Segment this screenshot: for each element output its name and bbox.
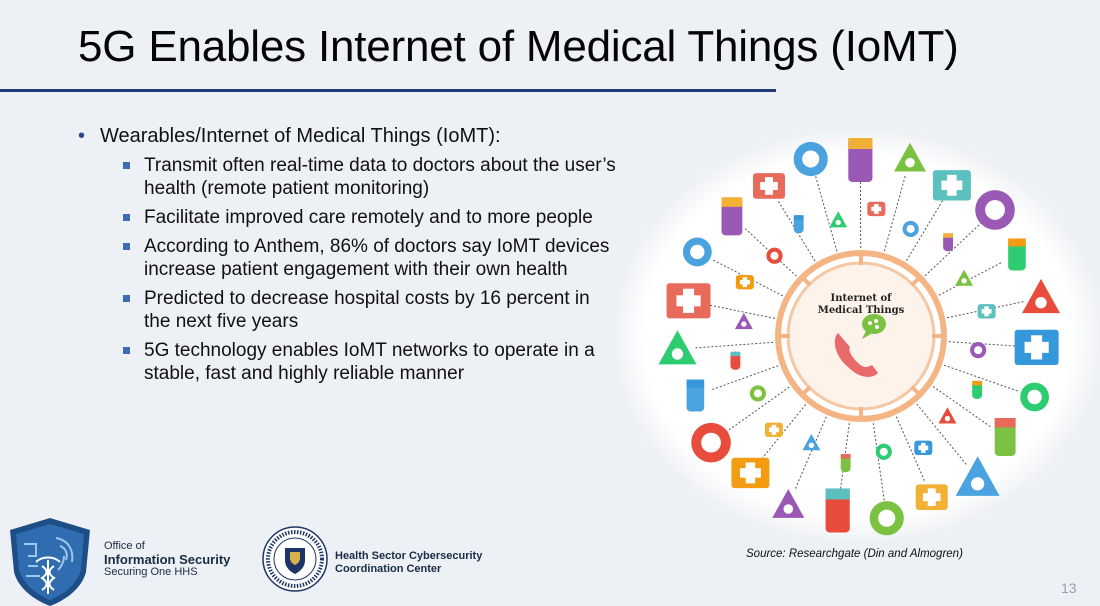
thermometer-icon — [869, 501, 904, 536]
small-device-icon — [802, 434, 821, 451]
iomt-diagram: Internet of Medical Things — [610, 128, 1100, 538]
sub-bullet-text: According to Anthem, 86% of doctors say … — [144, 236, 610, 280]
connector-line — [794, 416, 827, 491]
connector-line — [814, 174, 838, 252]
small-device-icon — [977, 304, 996, 319]
test-tube-icon — [731, 457, 770, 489]
oinfo-line1: Office of — [104, 540, 145, 552]
small-device-icon — [829, 211, 848, 228]
sub-bullet: Facilitate improved care remotely and to… — [122, 206, 618, 229]
sub-bullet-text: Predicted to decrease hospital costs by … — [144, 288, 590, 332]
connector-line — [872, 423, 885, 503]
small-device-icon — [766, 247, 783, 264]
connector-line — [916, 403, 968, 467]
first-aid-kit-icon — [1022, 278, 1061, 314]
connector-line — [938, 261, 1004, 296]
iv-bag-icon — [691, 422, 731, 463]
small-device-icon — [749, 385, 767, 402]
sub-bullet: 5G technology enables IoMT networks to o… — [122, 339, 618, 385]
scissors-icon — [682, 237, 712, 267]
hhs-seal-logo — [262, 526, 328, 592]
small-device-icon — [793, 215, 804, 234]
hhs-shield-logo — [10, 518, 90, 606]
sub-bullet-list: Transmit often real-time data to doctors… — [78, 154, 618, 385]
small-device-icon — [867, 201, 886, 217]
patients-icon — [666, 283, 711, 319]
connector-line — [924, 220, 984, 277]
office-of-information-security: Office of Information Security Securing … — [104, 540, 230, 579]
square-bullet-icon — [123, 162, 130, 169]
chat-bubble-icon — [862, 314, 886, 339]
doctor-icon — [753, 173, 786, 199]
slide-title: 5G Enables Internet of Medical Things (I… — [78, 22, 959, 71]
oinfo-line3: Securing One HHS — [104, 566, 198, 578]
square-bullet-icon — [123, 243, 130, 250]
microscope-icon — [825, 488, 850, 533]
glucose-meter-icon — [932, 170, 971, 201]
square-bullet-icon — [123, 295, 130, 302]
oinfo-line2: Information Security — [104, 552, 231, 567]
center-label-line2: Medical Things — [818, 305, 905, 316]
small-device-icon — [840, 454, 851, 473]
medical-kit-icon — [721, 197, 743, 236]
location-pin-icon — [1020, 382, 1049, 412]
source-citation: Source: Researchgate (Din and Almogren) — [746, 548, 963, 560]
connector-line — [895, 416, 926, 483]
center-label-line1: Internet of — [831, 293, 893, 304]
small-device-icon — [735, 274, 754, 290]
small-device-icon — [764, 422, 783, 438]
ring-gear-notches — [778, 253, 944, 419]
monitor-icon — [915, 484, 948, 510]
small-device-icon — [955, 269, 974, 286]
sub-bullet-text: Facilitate improved care remotely and to… — [144, 207, 593, 228]
small-device-icon — [734, 312, 753, 330]
small-device-icon — [914, 440, 933, 456]
hsc-label: Health Sector Cybersecurity Coordination… — [335, 550, 482, 576]
small-device-icon — [972, 380, 983, 399]
connector-line — [906, 198, 945, 261]
sub-bullet: According to Anthem, 86% of doctors say … — [122, 235, 618, 281]
square-bullet-icon — [123, 347, 130, 354]
stethoscope-icon — [975, 190, 1015, 230]
sub-bullet: Predicted to decrease hospital costs by … — [122, 287, 618, 333]
flask-icon — [686, 379, 705, 412]
sub-bullet-text: 5G technology enables IoMT networks to o… — [144, 340, 595, 384]
page-number: 13 — [1061, 580, 1077, 596]
small-device-icon — [970, 342, 987, 359]
connector-line — [943, 364, 1020, 393]
square-bullet-icon — [123, 214, 130, 221]
blood-pressure-icon — [1008, 238, 1026, 271]
connector-line — [760, 404, 807, 461]
small-device-icon — [902, 220, 919, 238]
small-device-icon — [730, 351, 741, 370]
small-device-icon — [875, 443, 892, 460]
small-device-icon — [943, 233, 954, 252]
sub-bullet-text: Transmit often real-time data to doctors… — [144, 155, 616, 199]
title-divider — [0, 89, 776, 92]
connector-line — [932, 386, 993, 429]
connector-line — [693, 341, 774, 349]
sub-bullet: Transmit often real-time data to doctors… — [122, 154, 618, 200]
ambulance-icon — [1014, 329, 1059, 365]
lab-flask-icon — [893, 142, 926, 172]
smartwatch-icon — [848, 138, 873, 183]
shield-icon — [955, 456, 1000, 496]
device-icons — [658, 138, 1061, 536]
connector-line — [704, 303, 775, 319]
nurse-icon — [658, 330, 697, 365]
gloves-icon — [994, 417, 1016, 456]
medicine-bottle-icon — [793, 141, 828, 177]
hsc-line1: Health Sector Cybersecurity — [335, 550, 483, 562]
phone-icon — [834, 333, 878, 377]
syringe-icon — [772, 489, 805, 518]
bullet-main: Wearables/Internet of Medical Things (Io… — [78, 124, 618, 148]
bullet-list: Wearables/Internet of Medical Things (Io… — [78, 124, 618, 391]
small-device-icon — [938, 407, 957, 424]
hsc-line2: Coordination Center — [335, 563, 442, 575]
